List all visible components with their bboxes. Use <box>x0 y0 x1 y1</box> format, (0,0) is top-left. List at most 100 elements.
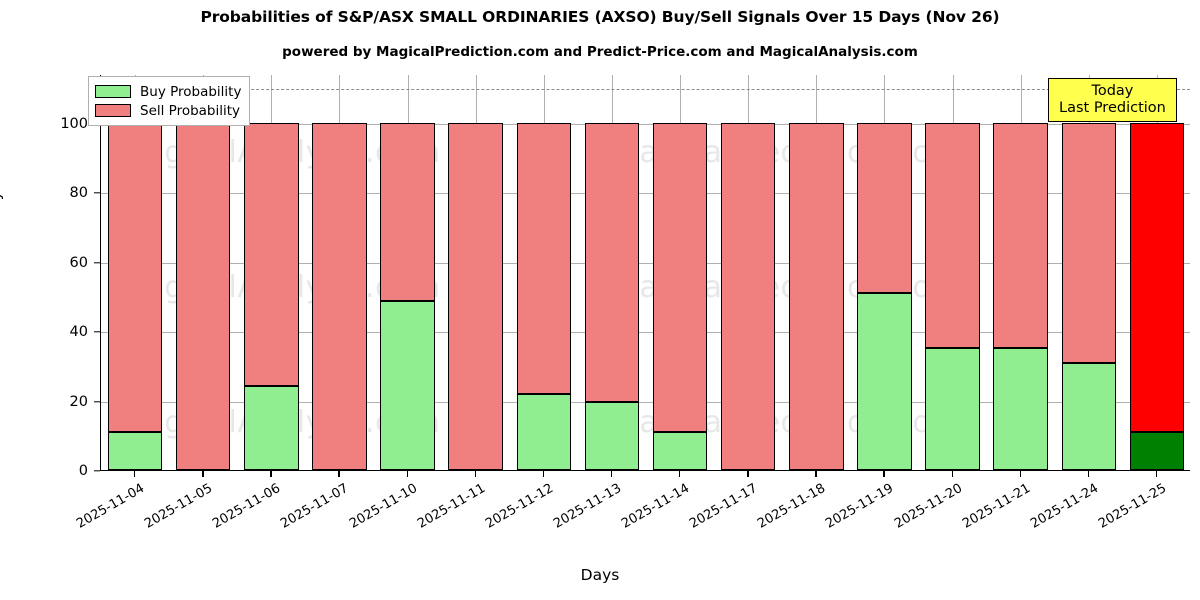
bar-segment-sell[interactable] <box>925 122 980 349</box>
bar-segment-buy[interactable] <box>244 385 299 470</box>
bar-group[interactable] <box>993 75 1048 470</box>
x-tick-label: 2025-11-11 <box>414 481 488 532</box>
x-tick-label: 2025-11-07 <box>278 481 352 532</box>
bar-segment-sell[interactable] <box>175 122 231 470</box>
x-tick-mark <box>338 471 340 477</box>
bar-group[interactable] <box>1061 75 1117 470</box>
x-tick-mark <box>270 471 272 477</box>
bar-group[interactable] <box>925 75 980 470</box>
bar-segment-buy[interactable] <box>993 348 1048 470</box>
x-tick-label: 2025-11-25 <box>1096 481 1169 532</box>
y-axis-label: Probability <box>0 191 4 273</box>
gridline-horizontal <box>101 332 1190 334</box>
bar-segment-sell[interactable] <box>448 122 503 470</box>
x-tick-mark <box>134 471 136 477</box>
bar-group[interactable] <box>857 75 912 470</box>
legend-item-sell: Sell Probability <box>95 101 241 120</box>
y-tick-label: 20 <box>69 393 88 410</box>
bar-segment-sell[interactable] <box>516 122 572 395</box>
bar-group[interactable] <box>175 75 231 470</box>
reference-line <box>101 88 1190 90</box>
bar-group[interactable] <box>516 75 572 470</box>
y-tick-label: 0 <box>78 463 88 479</box>
x-tick-label: 2025-11-20 <box>891 481 965 532</box>
x-tick-mark <box>815 471 817 477</box>
x-tick-mark <box>474 471 477 477</box>
y-tick-mark <box>94 400 100 403</box>
bar-segment-sell[interactable] <box>1129 122 1185 432</box>
bar-segment-buy[interactable] <box>107 431 163 470</box>
gridline-horizontal <box>101 401 1190 403</box>
bar-segment-sell[interactable] <box>789 122 844 470</box>
y-tick-label: 100 <box>60 115 88 132</box>
x-tick-mark <box>1087 471 1090 477</box>
bar-segment-sell[interactable] <box>857 122 912 293</box>
x-tick-mark <box>610 471 613 477</box>
bar-segment-sell[interactable] <box>312 122 367 470</box>
x-tick-mark <box>202 471 204 477</box>
x-tick-label: 2025-11-04 <box>74 481 148 532</box>
bar-segment-buy[interactable] <box>1061 363 1117 470</box>
x-axis-label: Days <box>580 566 620 584</box>
x-tick-mark <box>542 471 545 477</box>
gridline-horizontal <box>101 193 1190 195</box>
y-tick-label: 60 <box>69 254 88 271</box>
bar-segment-buy[interactable] <box>652 431 708 470</box>
x-tick-label: 2025-11-06 <box>210 481 284 532</box>
plot-clip: MagicalAnalysis.comMagicalPrediction.com… <box>101 75 1190 470</box>
x-tick-mark <box>1019 471 1022 477</box>
x-tick-mark <box>747 471 749 477</box>
bar-segment-buy[interactable] <box>857 292 912 470</box>
bar-group[interactable] <box>244 75 299 470</box>
bar-group[interactable] <box>584 75 640 470</box>
x-tick-label: 2025-11-10 <box>346 481 420 532</box>
bar-group[interactable] <box>448 75 503 470</box>
today-line-1: Today <box>1091 83 1134 99</box>
bar-segment-sell[interactable] <box>584 122 640 402</box>
bar-group[interactable] <box>107 75 163 470</box>
x-tick-label: 2025-11-24 <box>1027 481 1101 532</box>
y-tick-mark <box>94 470 100 472</box>
x-tick-label: 2025-11-12 <box>482 481 556 532</box>
bar-group[interactable] <box>720 75 776 470</box>
bar-segment-sell[interactable] <box>993 122 1048 349</box>
legend-label-sell: Sell Probability <box>140 102 241 119</box>
bar-segment-buy[interactable] <box>1129 431 1185 470</box>
bar-group[interactable] <box>380 75 435 470</box>
bar-segment-buy[interactable] <box>516 394 572 470</box>
legend-label-buy: Buy Probability <box>140 83 242 100</box>
bar-group[interactable] <box>789 75 844 470</box>
bar-segment-buy[interactable] <box>925 348 980 470</box>
x-tick-label: 2025-11-18 <box>755 481 829 532</box>
bar-segment-buy[interactable] <box>380 301 435 470</box>
bar-group[interactable] <box>312 75 367 470</box>
x-tick-label: 2025-11-05 <box>142 481 216 532</box>
bar-segment-sell[interactable] <box>244 122 299 386</box>
bar-segment-sell[interactable] <box>107 122 163 432</box>
bar-segment-sell[interactable] <box>720 122 776 470</box>
gridline-horizontal <box>101 262 1190 264</box>
chart-title: Probabilities of S&P/ASX SMALL ORDINARIE… <box>200 8 1000 26</box>
y-tick-mark <box>94 261 100 264</box>
today-line-2: Last Prediction <box>1059 99 1166 116</box>
bar-segment-sell[interactable] <box>380 122 435 302</box>
bar-segment-buy[interactable] <box>584 401 640 470</box>
bar-segment-sell[interactable] <box>652 122 708 432</box>
x-tick-mark <box>679 471 681 477</box>
x-tick-mark <box>883 471 885 477</box>
x-tick-mark <box>951 471 953 477</box>
bar-segment-sell[interactable] <box>1061 122 1117 364</box>
today-annotation: Today Last Prediction <box>1048 78 1177 123</box>
x-tick-mark <box>406 471 408 477</box>
x-tick-label: 2025-11-21 <box>959 481 1033 532</box>
x-tick-label: 2025-11-14 <box>619 481 693 532</box>
bar-group[interactable] <box>652 75 708 470</box>
bar-group[interactable] <box>1129 75 1185 470</box>
y-tick-label: 80 <box>69 185 88 202</box>
legend-swatch-buy <box>95 85 131 98</box>
x-tick-label: 2025-11-13 <box>551 481 624 532</box>
y-tick-label: 40 <box>69 324 88 341</box>
gridline-horizontal <box>101 123 1190 125</box>
plot-area: MagicalAnalysis.comMagicalPrediction.com… <box>100 75 1190 471</box>
